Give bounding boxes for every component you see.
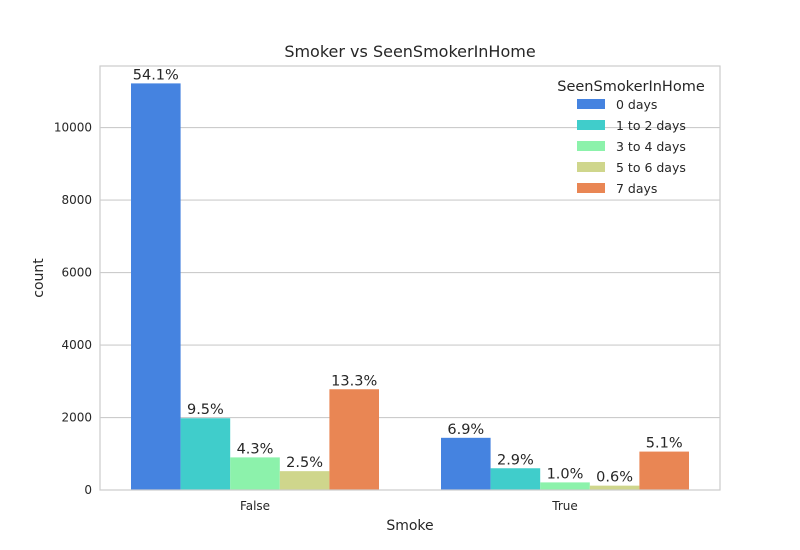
- bar-true-series-1: [490, 468, 541, 490]
- data-label: 2.5%: [286, 455, 323, 471]
- data-label: 9.5%: [187, 402, 224, 418]
- data-label: 1.0%: [547, 466, 584, 482]
- legend-item-label: 0 days: [616, 97, 657, 112]
- data-label: 4.3%: [237, 441, 274, 457]
- bar-true-series-2: [540, 482, 590, 490]
- legend-swatch: [577, 99, 605, 109]
- bar-true-series-3: [589, 485, 640, 490]
- x-tick-label: True: [551, 499, 578, 513]
- legend-item-label: 5 to 6 days: [616, 160, 686, 175]
- y-tick-label: 10000: [54, 121, 92, 135]
- y-tick-label: 4000: [61, 338, 92, 352]
- legend-item-label: 7 days: [616, 181, 657, 196]
- data-label: 0.6%: [596, 470, 633, 486]
- data-labels: 54.1% 9.5% 4.3% 2.5% 13.3% 6.9% 2.9% 1.0% 0.6% 5.…: [133, 67, 683, 485]
- legend-title: SeenSmokerInHome: [557, 79, 705, 95]
- bar-true-series-0: [441, 437, 491, 490]
- bar-false-series-2: [230, 457, 280, 490]
- bar-false-series-0: [131, 83, 181, 491]
- data-label: 5.1%: [646, 436, 683, 452]
- y-axis-label: count: [31, 258, 47, 298]
- chart-title: Smoker vs SeenSmokerInHome: [284, 42, 535, 61]
- bar-false-series-3: [279, 471, 330, 490]
- y-tick-label: 0: [84, 483, 92, 497]
- bar-false-series-4: [329, 389, 379, 490]
- legend-swatch: [577, 162, 605, 172]
- legend-swatch: [577, 183, 605, 193]
- bar-true-series-4: [639, 451, 689, 490]
- bars: [131, 83, 689, 491]
- legend-item-label: 1 to 2 days: [616, 118, 686, 133]
- data-label: 54.1%: [133, 67, 179, 83]
- legend-swatch: [577, 120, 605, 130]
- data-label: 6.9%: [447, 422, 484, 438]
- x-tick-labels: False True: [240, 499, 578, 513]
- legend-swatch: [577, 141, 605, 151]
- bar-false-series-1: [180, 418, 231, 490]
- y-tick-label: 2000: [61, 411, 92, 425]
- data-label: 2.9%: [497, 452, 534, 468]
- y-tick-labels: 0 2000 4000 6000 8000 10000: [54, 121, 92, 497]
- x-axis-label: Smoke: [386, 518, 433, 534]
- x-tick-label: False: [240, 499, 270, 513]
- data-label: 13.3%: [331, 373, 377, 389]
- legend-item-label: 3 to 4 days: [616, 139, 686, 154]
- y-tick-label: 6000: [61, 266, 92, 280]
- legend: SeenSmokerInHome 0 days 1 to 2 days 3 to 4…: [557, 79, 705, 196]
- y-tick-label: 8000: [61, 193, 92, 207]
- plot-frame: [99, 65, 721, 491]
